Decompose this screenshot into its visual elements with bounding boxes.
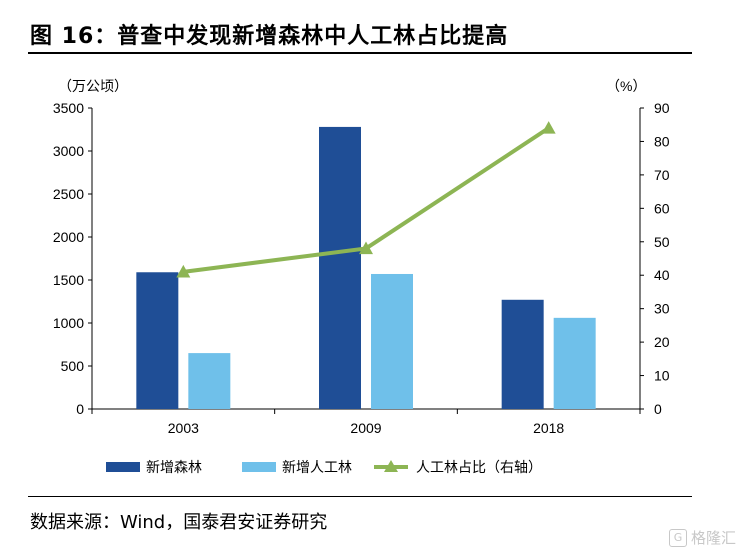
legend-swatch [106,462,140,472]
bar-new-plantation [371,273,413,409]
line-point-marker [176,264,191,278]
left-tick-label: 2000 [53,229,84,245]
legend-swatch [242,462,276,472]
right-tick-label: 10 [654,368,670,384]
bar-new-forest [136,272,179,409]
x-tick-label: 2003 [168,420,199,436]
right-tick-label: 50 [654,234,670,250]
watermark-text: 格隆汇 [690,529,736,547]
title-rule [28,52,692,54]
right-tick-label: 40 [654,267,670,283]
left-tick-label: 3500 [53,100,84,116]
right-tick-label: 30 [654,301,670,317]
left-tick-label: 1500 [53,272,84,288]
legend-label: 新增森林 [146,459,202,475]
left-tick-label: 1000 [53,315,84,331]
right-axis-unit: （%） [606,78,646,94]
left-axis-unit: （万公顷） [58,78,128,94]
line-point-marker [541,121,556,134]
left-tick-label: 2500 [53,186,84,202]
source-note: 数据来源：Wind，国泰君安证券研究 [30,512,328,533]
figure-title: 图 16：普查中发现新增森林中人工林占比提高 [30,24,509,49]
right-tick-label: 60 [654,200,670,216]
left-tick-label: 3000 [53,143,84,159]
bar-new-plantation [188,353,231,409]
right-tick-label: 20 [654,334,670,350]
source-rule [28,496,692,497]
watermark-logo-icon: G [668,528,687,547]
line-point-marker [359,241,373,255]
legend-label: 新增人工林 [282,459,352,475]
right-tick-label: 0 [654,401,662,417]
right-tick-label: 90 [654,100,670,116]
right-tick-label: 80 [654,133,670,149]
watermark: G 格隆汇 [668,527,736,548]
bar-new-plantation [553,317,596,409]
x-tick-label: 2018 [533,420,564,436]
legend-marker [384,460,398,472]
chart: 0 500 1000 1500 2000 2500 3000 3500 0 10 20 30 40 50 6… [53,78,670,475]
left-tick-label: 0 [76,401,84,417]
right-tick-label: 70 [654,167,670,183]
x-tick-label: 2009 [350,420,381,436]
left-tick-label: 500 [61,358,85,374]
bar-new-forest [319,126,361,410]
bar-new-forest [501,299,544,409]
legend-label: 人工林占比（右轴） [416,459,542,475]
